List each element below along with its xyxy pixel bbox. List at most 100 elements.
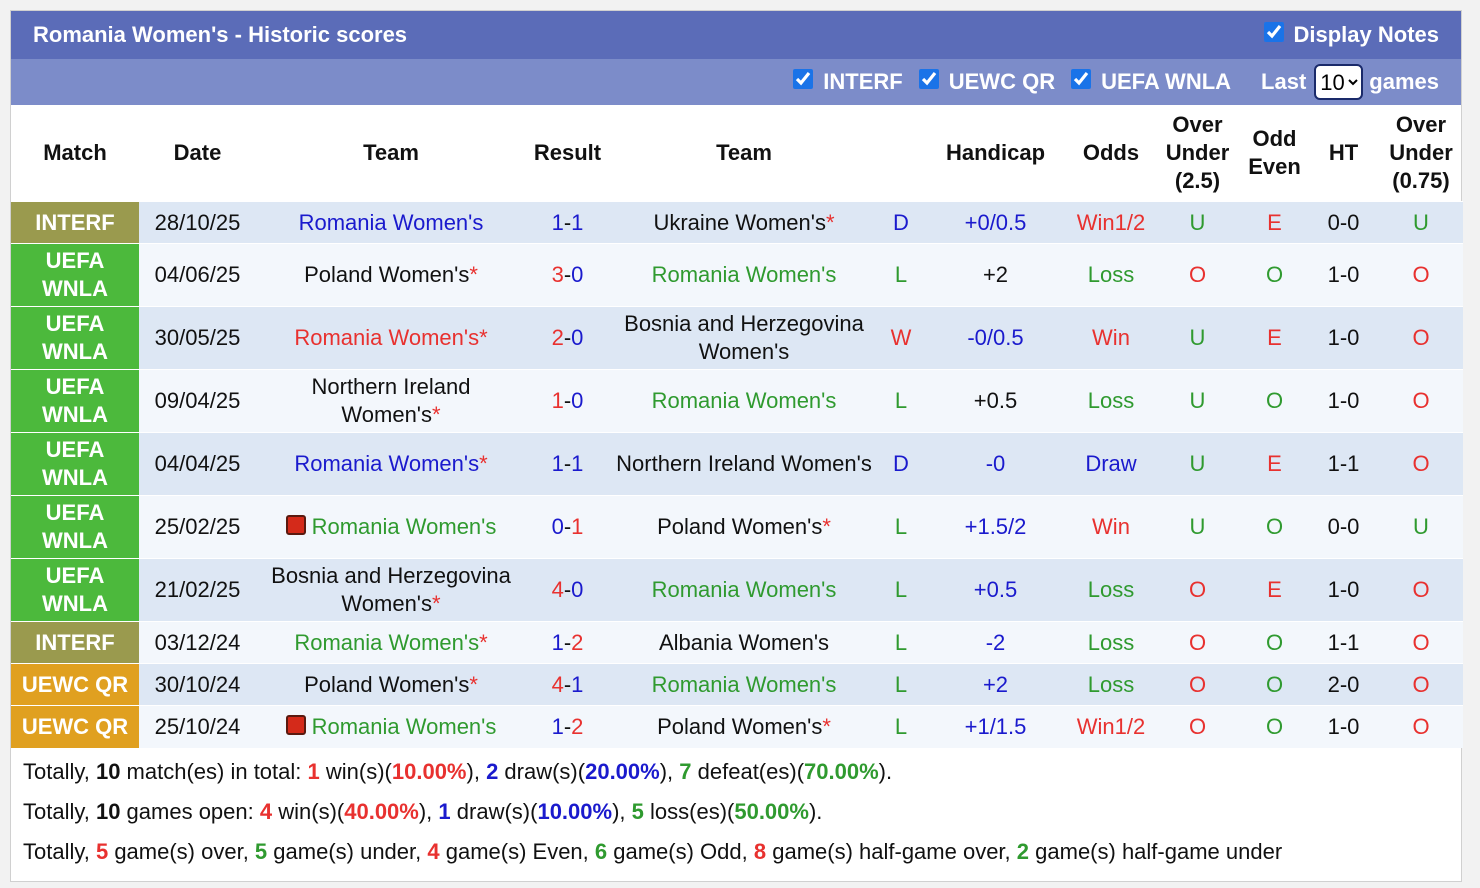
odds: Draw: [1068, 432, 1154, 496]
summary-text: game(s) Odd,: [607, 838, 754, 864]
competition: UEFA WNLA: [11, 495, 139, 559]
team-mark: *: [479, 325, 488, 350]
team-name: Bosnia and Herzegovina Women's: [271, 563, 511, 616]
result: 1-2: [526, 621, 609, 664]
ht: 1-1: [1308, 621, 1379, 664]
team-name: Romania Women's: [294, 451, 480, 476]
team-mark: *: [822, 713, 831, 739]
away-goals: 2: [571, 629, 584, 655]
summary-value: 10.00%: [391, 758, 467, 784]
match-row: UEFA WNLA 30/05/25 Romania Women's* 2-0 Bosn…: [11, 306, 1463, 370]
summary-text: win(s)(: [272, 798, 345, 824]
summary-value: 10: [95, 798, 121, 824]
competition: UEWC QR: [11, 705, 139, 748]
ou2: O: [1379, 663, 1463, 706]
team-name: Romania Women's: [651, 262, 837, 287]
result: 1-1: [526, 201, 609, 244]
competition: UEFA WNLA: [11, 369, 139, 433]
home-goals: 1: [551, 713, 564, 739]
display-notes[interactable]: Display Notes: [1263, 22, 1439, 48]
scores-panel: Romania Women's - Historic scores Displa…: [10, 10, 1463, 882]
handicap: -0/0.5: [923, 306, 1068, 370]
ou: O: [1154, 705, 1241, 748]
filter-checkbox[interactable]: [1071, 69, 1092, 89]
summary-text: games open:: [120, 798, 260, 824]
team-name: Poland Women's: [657, 514, 823, 539]
summary-value: 5: [631, 798, 644, 824]
result: 2-0: [526, 306, 609, 370]
filter-checkbox[interactable]: [793, 69, 814, 89]
summary-text: Totally,: [23, 758, 96, 784]
display-notes-checkbox[interactable]: [1263, 22, 1284, 42]
ou2: U: [1379, 201, 1463, 244]
match-row: UEFA WNLA 04/06/25 Poland Women's* 3-0 Roman…: [11, 243, 1463, 307]
ou2: O: [1379, 432, 1463, 496]
odds: Loss: [1068, 621, 1154, 664]
summary-text: Totally,: [23, 798, 96, 824]
oe: E: [1241, 201, 1308, 244]
summary-value: 40.00%: [344, 798, 419, 824]
filter[interactable]: UEFA WNLA: [1071, 69, 1231, 95]
home-team: Romania Women's: [256, 705, 526, 748]
competition: UEFA WNLA: [11, 243, 139, 307]
score-separator: -: [563, 713, 572, 739]
home-goals: 4: [551, 577, 564, 602]
result: 1-0: [526, 369, 609, 433]
column-header: Handicap: [945, 140, 1046, 165]
ht: 0-0: [1308, 495, 1379, 559]
date: 04/04/25: [139, 432, 256, 496]
score-separator: -: [563, 325, 572, 350]
summary-text: ),: [659, 758, 680, 784]
away-goals: 0: [571, 577, 584, 602]
team-name: Northern Ireland Women's: [616, 451, 872, 476]
ht: 1-0: [1308, 705, 1379, 748]
summary-text: loss(es)(: [643, 798, 735, 824]
ht: 1-0: [1308, 243, 1379, 307]
column-header: Odds: [1082, 140, 1140, 165]
outcome: L: [879, 663, 923, 706]
team-mark: *: [825, 209, 835, 235]
games-select[interactable]: 10: [1314, 64, 1364, 100]
title: Romania Women's - Historic scores: [33, 22, 408, 47]
date: 21/02/25: [139, 558, 256, 622]
summary-line: Totally, 5 game(s) over, 5 game(s) under…: [23, 832, 1461, 872]
home-goals: 3: [551, 262, 564, 287]
team-mark: *: [432, 402, 441, 427]
summary-text: defeat(es)(: [691, 758, 805, 784]
summary-value: 70.00%: [804, 758, 879, 784]
last-label: Last: [1261, 69, 1307, 94]
odds: Loss: [1068, 558, 1154, 622]
home-team: Poland Women's*: [256, 243, 526, 307]
summary-value: 7: [679, 758, 692, 784]
home-team: Romania Women's*: [256, 306, 526, 370]
column-header: Odd Even: [1248, 126, 1301, 179]
oe: O: [1241, 495, 1308, 559]
scores-table: Match Date Team Result Team Handicap Odds Over …: [11, 105, 1463, 748]
header-row: Match Date Team Result Team Handicap Odds Over …: [11, 105, 1463, 202]
home-goals: 1: [551, 629, 564, 655]
odds: Win: [1068, 495, 1154, 559]
away-goals: 2: [571, 713, 584, 739]
score-separator: -: [563, 577, 572, 602]
match-row: UEWC QR 30/10/24 Poland Women's* 4-1 Romania…: [11, 663, 1463, 706]
ou2: O: [1379, 306, 1463, 370]
result: 4-0: [526, 558, 609, 622]
away-team: Ukraine Women's*: [609, 201, 879, 244]
competition: UEFA WNLA: [11, 558, 139, 622]
score-separator: -: [563, 514, 572, 539]
table-body: INTERF 28/10/25 Romania Women's 1-1 Ukraine …: [11, 201, 1463, 748]
date: 30/10/24: [139, 663, 256, 706]
filter-bar: INTERF UEWC QR UEFA WNLA Last 10 games: [11, 59, 1461, 105]
team-name: Poland Women's: [304, 671, 470, 697]
summary-text: game(s) half-game under: [1029, 838, 1283, 864]
away-goals: 1: [571, 209, 584, 235]
handicap: +1.5/2: [923, 495, 1068, 559]
filter-checkbox[interactable]: [918, 69, 939, 89]
oe: E: [1241, 306, 1308, 370]
ht: 1-1: [1308, 432, 1379, 496]
team-mark: *: [479, 451, 488, 476]
filter[interactable]: UEWC QR: [918, 69, 1055, 95]
team-name: Northern Ireland Women's: [311, 374, 471, 427]
filter[interactable]: INTERF: [793, 69, 903, 95]
